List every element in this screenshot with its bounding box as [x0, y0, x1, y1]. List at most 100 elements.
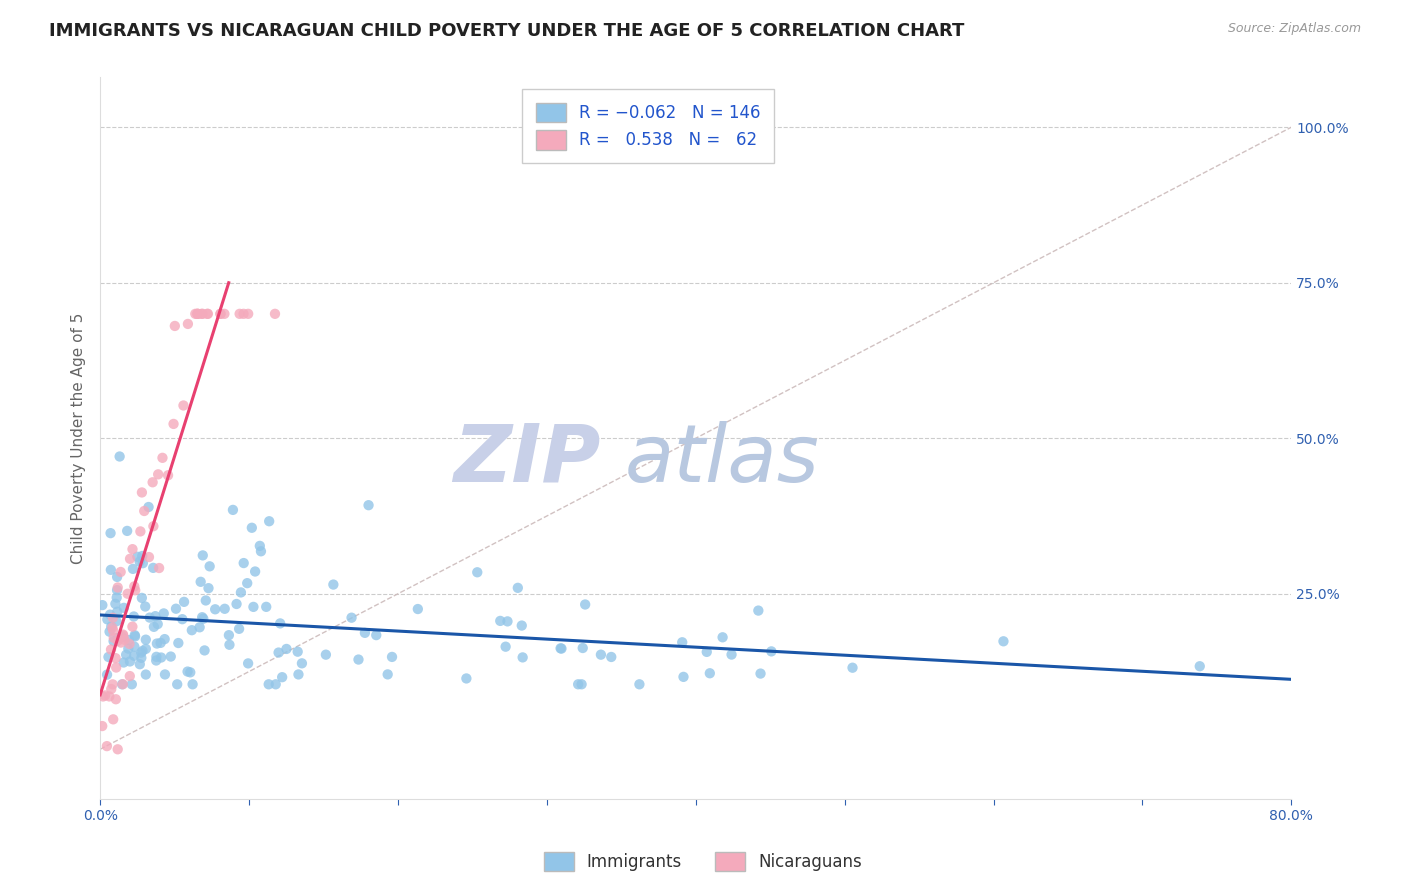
Point [264, 307, 287, 321]
Point [148, 561, 170, 575]
Point [124, 628, 146, 642]
Point [191, 610, 214, 624]
Point [228, 307, 250, 321]
Point [671, 635, 693, 649]
Point [571, 640, 593, 655]
Point [107, 581, 129, 595]
Point [150, 650, 173, 665]
Point [104, 692, 127, 706]
Point [172, 612, 194, 626]
Point [142, 561, 165, 575]
Point [264, 677, 287, 691]
Text: atlas: atlas [624, 421, 820, 499]
Point [172, 399, 194, 413]
Point [135, 667, 157, 681]
Legend: R = −0.062   N = 146, R =   0.538   N =   62: R = −0.062 N = 146, R = 0.538 N = 62 [523, 89, 773, 163]
Point [238, 307, 260, 321]
Point [121, 677, 143, 691]
Point [91, 690, 114, 704]
Point [98, 690, 121, 704]
Point [993, 634, 1015, 648]
Point [149, 636, 172, 650]
Point [115, 524, 138, 538]
Point [145, 653, 167, 667]
Point [111, 630, 134, 644]
Point [672, 670, 695, 684]
Point [271, 670, 294, 684]
Point [589, 648, 612, 662]
Point [269, 616, 291, 631]
Point [127, 549, 149, 564]
Point [699, 666, 721, 681]
Point [107, 631, 129, 645]
Point [100, 619, 122, 633]
Point [107, 633, 129, 648]
Point [186, 307, 208, 321]
Point [495, 640, 517, 654]
Point [177, 317, 200, 331]
Point [104, 651, 127, 665]
Point [152, 607, 174, 621]
Point [180, 624, 202, 638]
Point [232, 556, 254, 570]
Point [112, 632, 135, 647]
Point [193, 612, 215, 626]
Point [749, 666, 772, 681]
Point [138, 500, 160, 514]
Point [91, 598, 114, 612]
Point [142, 620, 165, 634]
Point [103, 634, 125, 648]
Point [118, 669, 141, 683]
Point [100, 563, 122, 577]
Point [506, 581, 529, 595]
Point [165, 601, 187, 615]
Point [135, 632, 157, 647]
Point [190, 307, 212, 321]
Point [720, 648, 742, 662]
Point [550, 641, 572, 656]
Point [194, 593, 217, 607]
Point [121, 542, 143, 557]
Point [191, 307, 214, 321]
Point [117, 587, 139, 601]
Point [291, 657, 314, 671]
Point [146, 467, 169, 482]
Point [841, 661, 863, 675]
Point [250, 544, 273, 558]
Point [132, 556, 155, 570]
Point [381, 649, 404, 664]
Point [406, 602, 429, 616]
Point [197, 581, 219, 595]
Point [111, 677, 134, 691]
Point [111, 677, 134, 691]
Point [105, 605, 128, 619]
Point [176, 665, 198, 679]
Point [163, 318, 186, 333]
Point [315, 648, 337, 662]
Point [179, 665, 201, 680]
Point [354, 625, 377, 640]
Point [96, 667, 118, 681]
Point [696, 645, 718, 659]
Point [122, 609, 145, 624]
Point [550, 641, 572, 656]
Point [186, 307, 208, 321]
Point [118, 637, 141, 651]
Point [187, 307, 209, 321]
Point [257, 677, 280, 691]
Point [209, 307, 232, 321]
Point [118, 655, 141, 669]
Point [115, 648, 138, 662]
Point [276, 642, 298, 657]
Point [101, 624, 124, 638]
Point [254, 599, 277, 614]
Point [108, 450, 131, 464]
Point [96, 739, 118, 753]
Point [267, 646, 290, 660]
Point [100, 642, 122, 657]
Point [456, 672, 478, 686]
Point [157, 468, 180, 483]
Point [134, 504, 156, 518]
Point [138, 550, 160, 565]
Point [188, 620, 211, 634]
